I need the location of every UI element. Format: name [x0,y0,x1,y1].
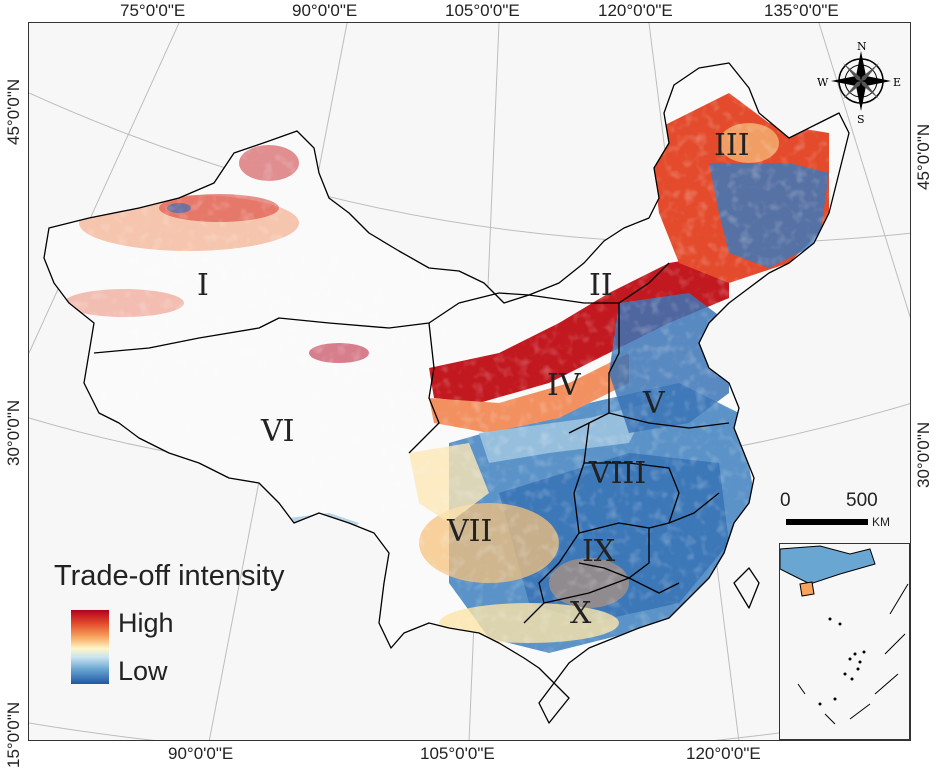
region-label-vii: VII [446,514,492,549]
coord-left-45n: 45°0'0"N [4,78,23,145]
compass-north: N [857,40,867,53]
scale-bar-unit: KM [872,515,890,529]
coord-bottom-120e: 120°0'0"E [686,744,761,763]
region-label-ix: IX [582,534,616,569]
coord-bottom-90e: 90°0'0"E [168,744,234,763]
legend-color-ramp [71,610,109,684]
legend-title: Trade-off intensity [54,560,285,592]
coord-top-105e: 105°0'0"E [445,1,520,20]
coord-top-120e: 120°0'0"E [598,1,673,20]
region-label-ii: II [589,268,613,303]
region-labels: I II III IV V VI VII VIII IX X [197,128,750,631]
coord-right-30n: 30°0'0"N [914,421,933,488]
coord-bottom-105e: 105°0'0"E [420,744,495,763]
coord-top-90e: 90°0'0"E [292,1,358,20]
region-label-v: V [642,386,666,421]
scale-bar-start: 0 [780,490,791,511]
compass-rose-icon: N S E W [817,40,901,126]
coord-top-75e: 75°0'0"E [120,1,186,20]
map-canvas: I II III IV V VI VII VIII IX X N S E W [29,23,910,740]
compass-east: E [893,76,901,89]
inset-map [779,545,909,725]
region-label-x: X [570,596,592,631]
coord-left-15n: 15°0'0"N [4,701,23,768]
scale-bar [786,519,868,525]
legend-low-label: Low [118,656,168,686]
region-label-viii: VIII [588,456,646,491]
coord-right-45n: 45°0'0"N [914,123,933,190]
region-label-vi: VI [260,414,295,449]
coord-left-30n: 30°0'0"N [4,399,23,466]
scale-bar-end: 500 [846,490,878,511]
map-frame: I II III IV V VI VII VIII IX X N S E W [28,22,911,741]
compass-south: S [857,113,865,126]
region-label-i: I [197,268,209,303]
coord-top-135e: 135°0'0"E [764,1,839,20]
region-label-iii: III [714,128,750,163]
region-label-iv: IV [547,368,582,403]
boundaries [43,62,850,724]
legend-high-label: High [118,608,174,638]
south-china-sea-inset [779,543,910,740]
compass-west: W [817,76,829,89]
